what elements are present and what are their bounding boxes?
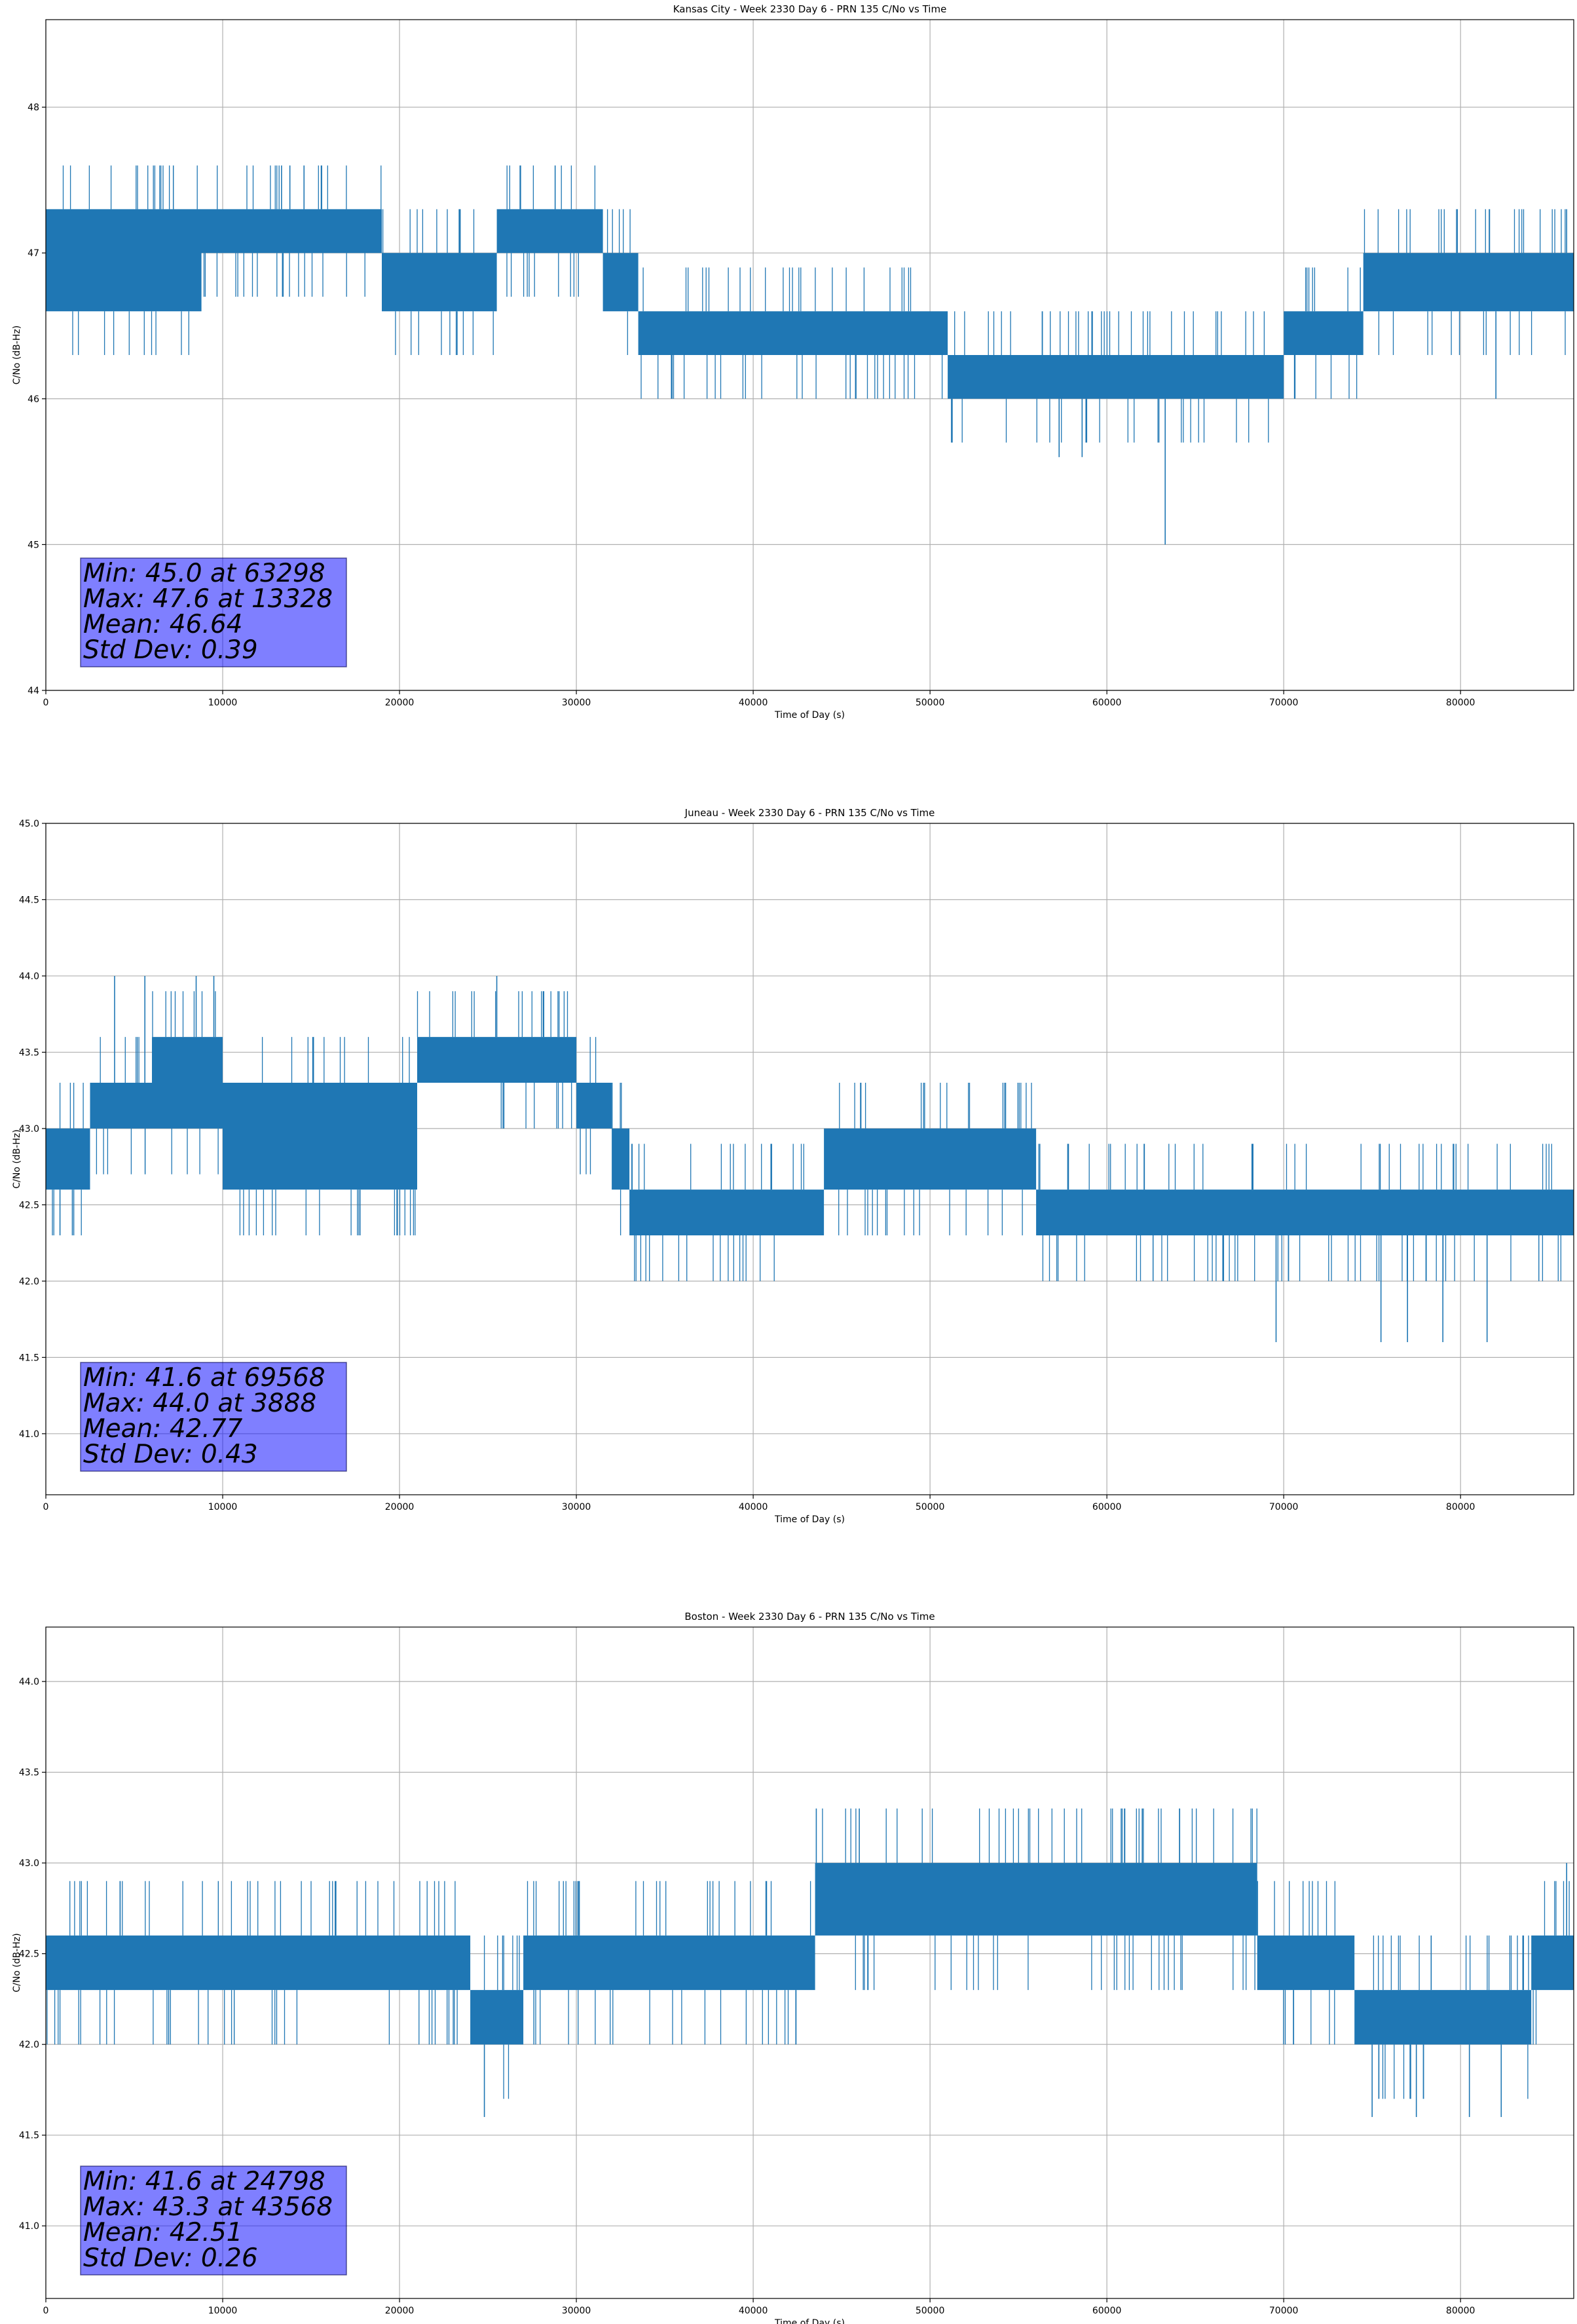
y-tick-label: 43.5 <box>19 1047 39 1058</box>
y-tick-label: 41.5 <box>19 1353 39 1363</box>
y-tick-label: 42.5 <box>19 1949 39 1960</box>
cno-series <box>46 1809 1574 2117</box>
y-tick-label: 44.0 <box>19 1677 39 1687</box>
signal-band <box>46 1037 1574 1235</box>
cno-series <box>46 975 1574 1343</box>
x-tick-label: 70000 <box>1269 698 1299 708</box>
x-axis-label: Time of Day (s) <box>774 2318 845 2324</box>
fluctuation-path <box>52 991 1562 1281</box>
x-tick-label: 20000 <box>385 2306 415 2316</box>
x-tick-label: 30000 <box>562 698 591 708</box>
chart-2: Boston - Week 2330 Day 6 - PRN 135 C/No … <box>12 1611 1574 2324</box>
y-axis-label: C/No (dB-Hz) <box>12 1129 22 1188</box>
x-tick-label: 20000 <box>385 698 415 708</box>
x-tick-label: 10000 <box>208 1502 238 1512</box>
fluctuation-lines <box>62 165 1566 443</box>
axes-frame <box>45 19 1574 691</box>
chart-title: Boston - Week 2330 Day 6 - PRN 135 C/No … <box>684 1611 935 1622</box>
axes-frame <box>45 823 1574 1495</box>
y-tick-label: 44.0 <box>19 971 39 982</box>
x-tick-label: 70000 <box>1269 1502 1299 1512</box>
x-tick-label: 40000 <box>739 698 768 708</box>
stats-line: Std Dev: 0.39 <box>83 635 258 665</box>
x-tick-label: 0 <box>43 2306 49 2316</box>
y-tick-label: 42.0 <box>19 1277 39 1287</box>
y-tick-label: 41.0 <box>19 2221 39 2232</box>
y-tick-label: 43.5 <box>19 1768 39 1778</box>
x-tick-label: 60000 <box>1092 698 1122 708</box>
axes-frame <box>45 1626 1574 2299</box>
y-tick-label: 43.0 <box>19 1124 39 1134</box>
x-tick-label: 80000 <box>1446 2306 1475 2316</box>
chart-title: Kansas City - Week 2330 Day 6 - PRN 135 … <box>673 3 947 15</box>
stats-line: Max: 47.6 at 13328 <box>83 584 333 614</box>
x-tick-label: 0 <box>43 698 49 708</box>
stats-line: Mean: 42.77 <box>83 1414 243 1444</box>
y-tick-label: 42.0 <box>19 2040 39 2050</box>
signal-band <box>46 1863 1574 2045</box>
fluctuation-lines <box>52 991 1562 1281</box>
x-tick-label: 70000 <box>1269 2306 1299 2316</box>
signal-band <box>46 209 1574 399</box>
x-tick-label: 40000 <box>739 2306 768 2316</box>
y-tick-label: 41.5 <box>19 2131 39 2141</box>
fluctuation-path <box>62 165 1566 443</box>
stats-line: Max: 44.0 at 3888 <box>83 1389 316 1418</box>
stats-line: Min: 45.0 at 63298 <box>83 559 325 588</box>
y-tick-label: 48 <box>28 103 39 113</box>
y-tick-label: 44 <box>28 686 39 696</box>
stats-line: Max: 43.3 at 43568 <box>83 2192 333 2222</box>
stats-line: Mean: 46.64 <box>83 610 242 639</box>
stats-box-background <box>80 2165 347 2276</box>
x-tick-label: 50000 <box>916 2306 945 2316</box>
y-tick-label: 44.5 <box>19 895 39 905</box>
stats-line: Min: 41.6 at 24798 <box>83 2167 325 2196</box>
x-tick-label: 0 <box>43 1502 49 1512</box>
stats-line: Std Dev: 0.26 <box>83 2243 258 2273</box>
x-tick-label: 50000 <box>916 1502 945 1512</box>
chart-0: Kansas City - Week 2330 Day 6 - PRN 135 … <box>12 3 1574 721</box>
fluctuation-path <box>46 1809 1570 2099</box>
y-tick-label: 47 <box>28 248 39 259</box>
y-tick-label: 45 <box>28 540 39 550</box>
y-axis-label: C/No (dB-Hz) <box>12 1933 22 1992</box>
x-tick-label: 80000 <box>1446 1502 1475 1512</box>
y-tick-label: 42.5 <box>19 1200 39 1210</box>
x-tick-label: 80000 <box>1446 698 1475 708</box>
stats-line: Min: 41.6 at 69568 <box>83 1363 325 1393</box>
stats-box-background <box>80 1362 347 1472</box>
x-tick-label: 40000 <box>739 1502 768 1512</box>
x-axis-label: Time of Day (s) <box>774 1514 845 1525</box>
y-tick-label: 43.0 <box>19 1858 39 1869</box>
chart-1: Juneau - Week 2330 Day 6 - PRN 135 C/No … <box>12 807 1574 1525</box>
x-tick-label: 10000 <box>208 698 238 708</box>
stats-box-background <box>80 557 347 667</box>
x-tick-label: 30000 <box>562 2306 591 2316</box>
x-tick-label: 60000 <box>1092 1502 1122 1512</box>
x-tick-label: 20000 <box>385 1502 415 1512</box>
y-axis-label: C/No (dB-Hz) <box>12 326 22 384</box>
x-tick-label: 60000 <box>1092 2306 1122 2316</box>
x-tick-label: 30000 <box>562 1502 591 1512</box>
y-tick-label: 46 <box>28 394 39 405</box>
x-axis-label: Time of Day (s) <box>774 710 845 721</box>
y-tick-label: 41.0 <box>19 1429 39 1440</box>
y-tick-label: 45.0 <box>19 819 39 829</box>
fluctuation-lines <box>46 1809 1570 2099</box>
chart-title: Juneau - Week 2330 Day 6 - PRN 135 C/No … <box>684 807 935 819</box>
stats-line: Std Dev: 0.43 <box>83 1440 258 1469</box>
cno-series <box>46 165 1574 545</box>
x-tick-label: 10000 <box>208 2306 238 2316</box>
stats-line: Mean: 42.51 <box>83 2218 242 2247</box>
x-tick-label: 50000 <box>916 698 945 708</box>
